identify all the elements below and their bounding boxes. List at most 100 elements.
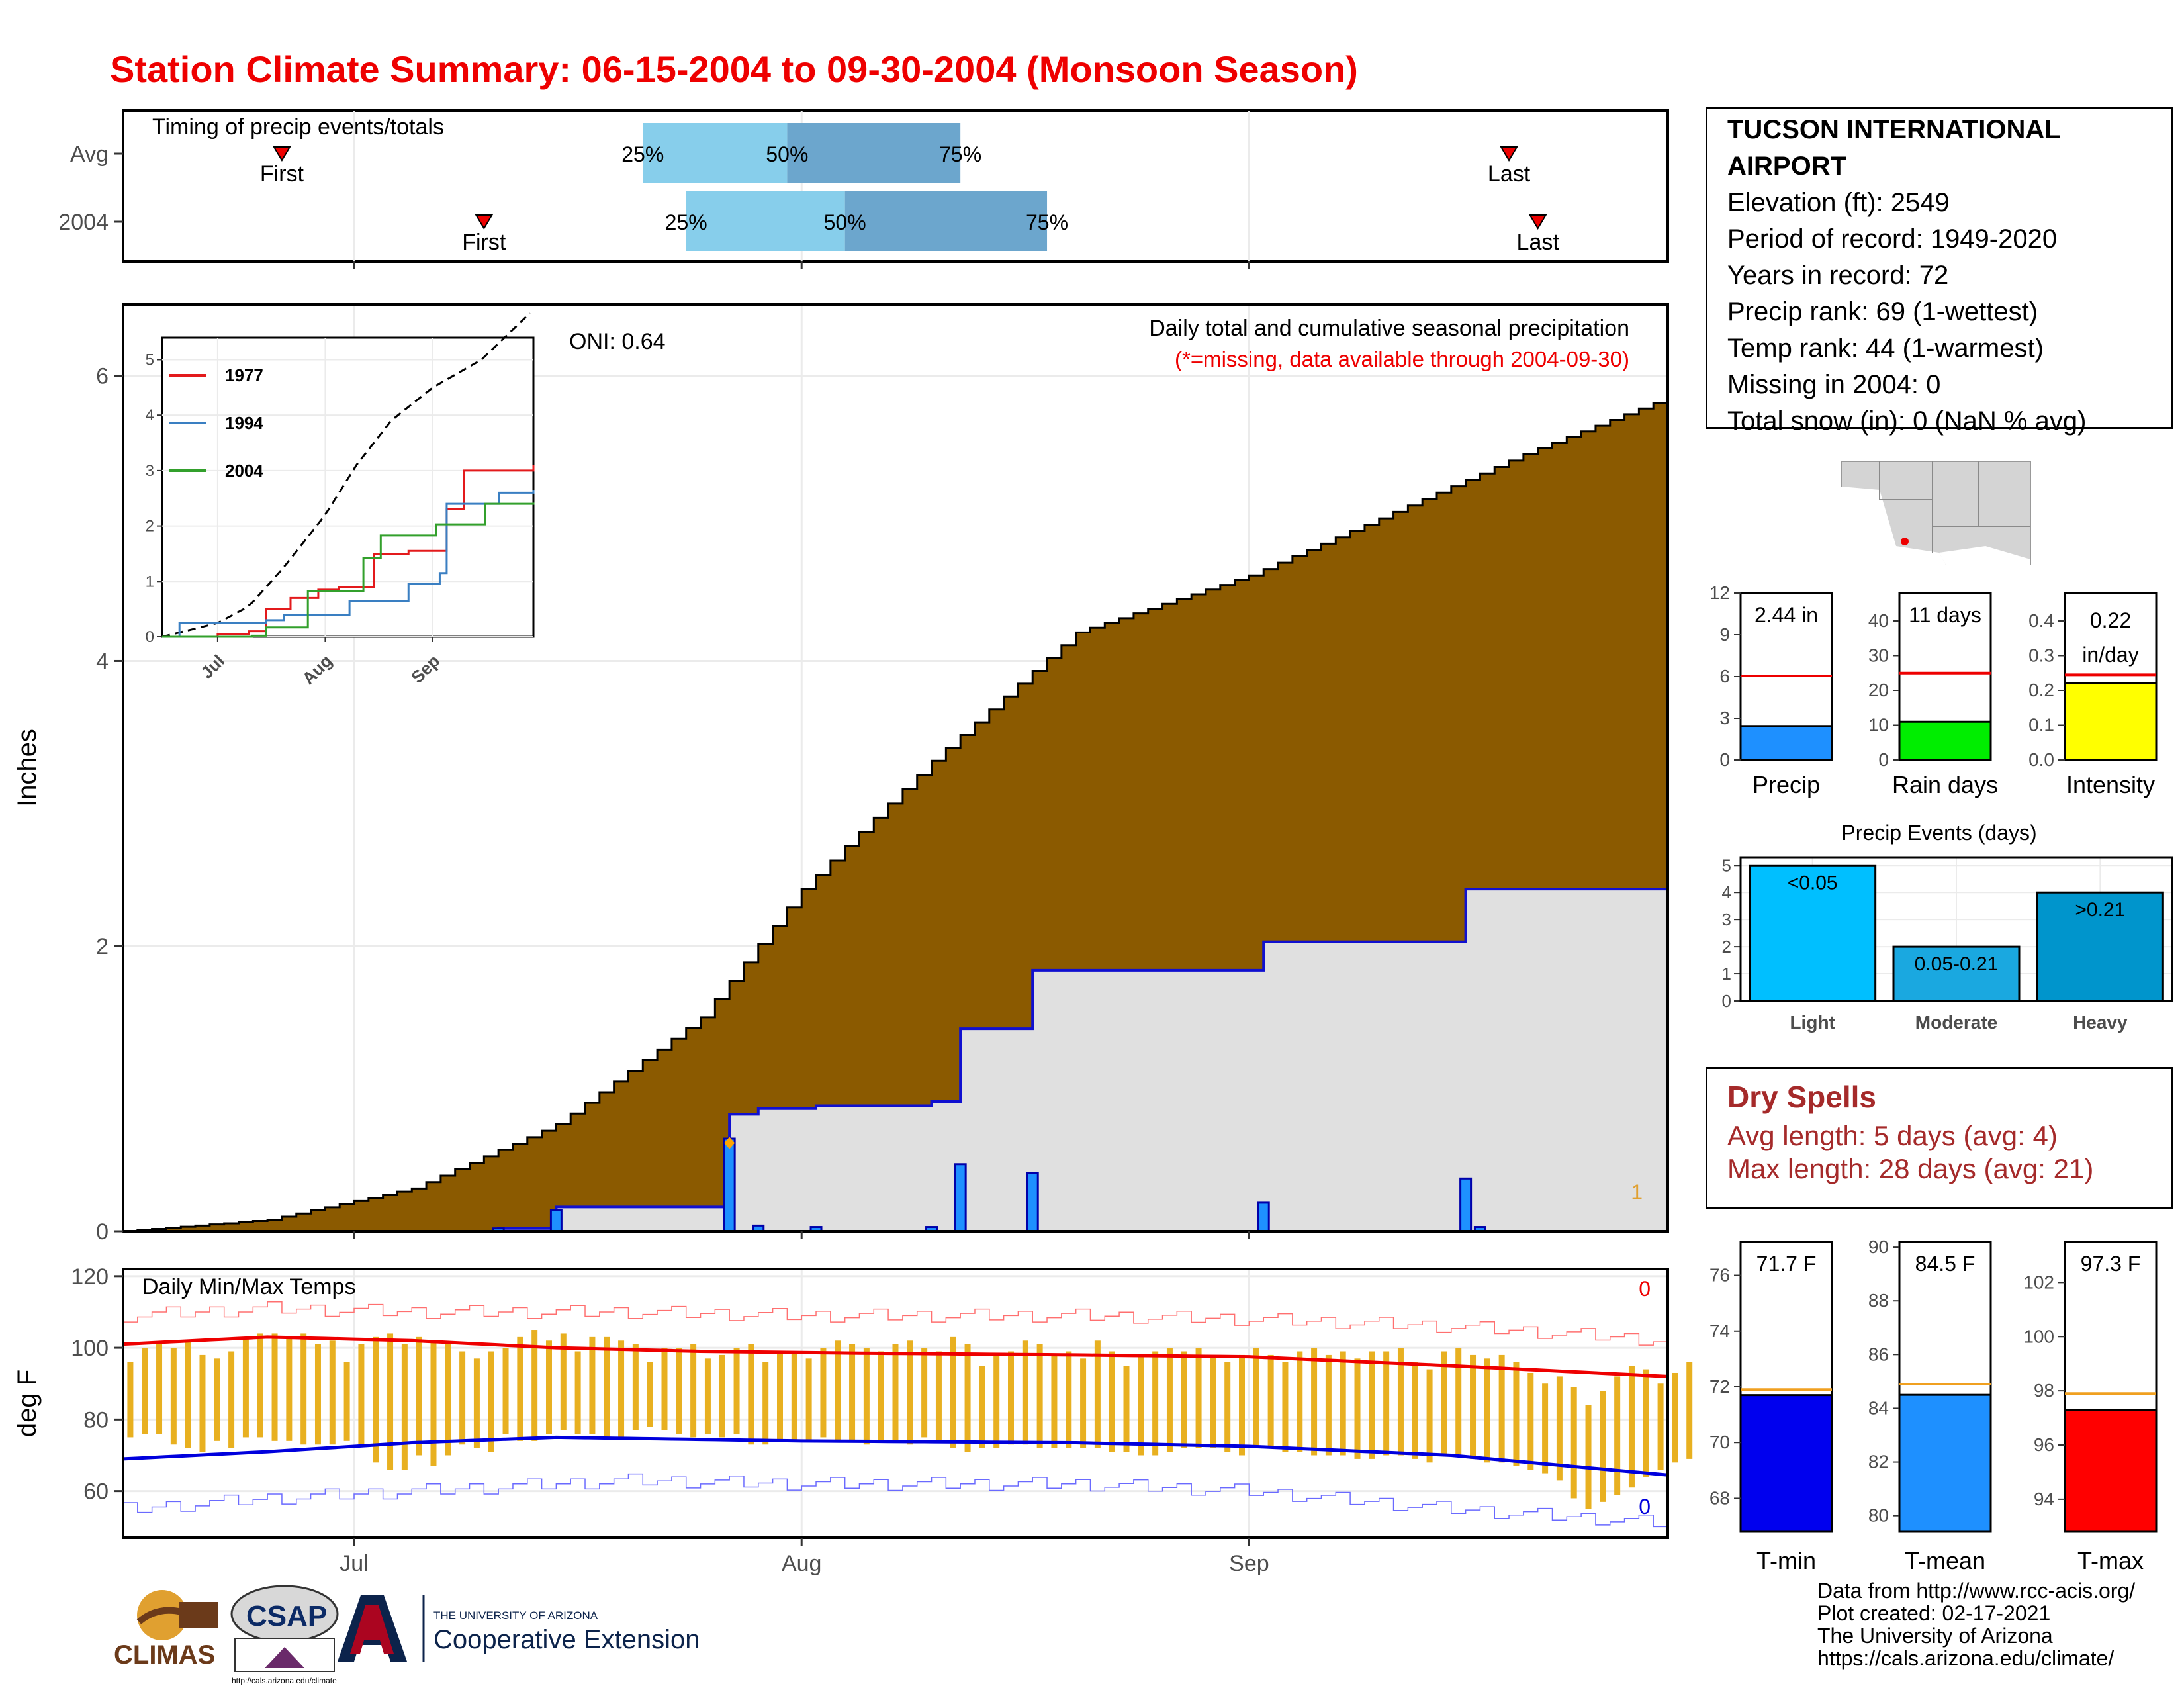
inset-ylabel-3: 3 xyxy=(146,462,154,480)
daily-temp-bar-10 xyxy=(271,1333,278,1441)
mini-intensity-chart: 0.0 0.1 0.2 0.3 0.4 0.22 in/day Intensity xyxy=(2028,592,2158,798)
daily-temp-bar-106 xyxy=(1657,1383,1664,1470)
mini_tmean-ylabel-2: 84 xyxy=(1868,1397,1889,1418)
footer-source: Data from http://www.rcc-acis.org/ xyxy=(1817,1579,2136,1603)
daily-temp-bar-55 xyxy=(921,1348,928,1438)
daily-temp-bar-4 xyxy=(185,1340,191,1448)
temp-ylabel-1: 80 xyxy=(83,1407,109,1432)
map-state-borders xyxy=(1879,461,2030,553)
daily-temp-bar-51 xyxy=(863,1348,870,1445)
csap-url: http://cals.arizona.edu/climate xyxy=(232,1676,337,1685)
daily-temp-bar-63 xyxy=(1036,1344,1043,1448)
ua-logo: THE UNIVERSITY OF ARIZONA Cooperative Ex… xyxy=(338,1595,700,1662)
daily-temp-bar-67 xyxy=(1094,1340,1101,1448)
daily-temp-bar-9 xyxy=(257,1333,263,1438)
daily-precip-bar-8 xyxy=(1257,1201,1270,1233)
mini_tmin-ylabel-0: 68 xyxy=(1709,1487,1730,1508)
daily-temp-bar-47 xyxy=(805,1358,812,1441)
footer-university: The University of Arizona xyxy=(1817,1624,2053,1648)
main-ylabel-0: 0 xyxy=(96,1219,109,1244)
daily-temp-bar-96 xyxy=(1513,1362,1520,1466)
inset-legend-label-1994: 1994 xyxy=(225,413,263,433)
record-low-line xyxy=(123,1473,1668,1528)
mini_raindays-ylabel-1: 10 xyxy=(1868,715,1889,735)
inset-ylabel-1: 1 xyxy=(146,573,154,590)
inset-series-1977 xyxy=(162,465,535,638)
events-ylabel-4: 4 xyxy=(1722,882,1731,902)
temp-xlabel-0: Jul xyxy=(340,1551,368,1576)
temp-xlabel-2: Sep xyxy=(1229,1551,1269,1576)
mini_tmean-xlabel: T-mean xyxy=(1905,1547,1985,1574)
mini_tmean-ylabel-3: 86 xyxy=(1868,1344,1889,1364)
record-high-count: 0 xyxy=(1639,1277,1651,1301)
daily-temp-bar-65 xyxy=(1066,1351,1072,1448)
daily-temp-bar-73 xyxy=(1181,1351,1187,1448)
daily-temp-bar-97 xyxy=(1527,1372,1534,1470)
timing-p75-label-0: 75% xyxy=(939,142,981,166)
mini_intensity-xlabel: Intensity xyxy=(2066,771,2155,798)
daily-temp-bar-15 xyxy=(343,1362,350,1441)
main-chart-subtitle: (*=missing, data available through 2004-… xyxy=(1175,347,1629,371)
mini_tmax-ylabel-4: 102 xyxy=(2023,1272,2054,1292)
daily-temp-bar-77 xyxy=(1239,1354,1246,1456)
mini_tmin-ylabel-1: 70 xyxy=(1709,1432,1730,1452)
mini-tmax-chart: 94 96 98 100 102 97.3 F T-max xyxy=(2023,1241,2158,1574)
timing-p25-label-1: 25% xyxy=(665,211,707,234)
map-mexico-east xyxy=(1939,546,2030,565)
daily-temp-bar-54 xyxy=(907,1340,913,1445)
mini_precip-ylabel-2: 6 xyxy=(1719,666,1730,686)
daily-precip-bar-9 xyxy=(1459,1177,1473,1233)
station-name: TUCSON INTERNATIONAL AIRPORT xyxy=(1727,115,2060,181)
events-ylabel-5: 5 xyxy=(1722,855,1731,875)
ua-line1: THE UNIVERSITY OF ARIZONA xyxy=(433,1609,598,1622)
station-info-box: TUCSON INTERNATIONAL AIRPORT Elevation (… xyxy=(1706,107,2173,436)
mini_precip-ylabel-0: 0 xyxy=(1719,749,1730,770)
daily-temp-bar-46 xyxy=(791,1351,797,1441)
mini_intensity-bar xyxy=(2064,682,2158,761)
cumulative-2004-area xyxy=(123,886,1668,1231)
mini_raindays-value-label: 11 days xyxy=(1909,603,1981,627)
daily-temp-bar-28 xyxy=(531,1330,538,1441)
daily-temp-bar-21 xyxy=(430,1340,437,1466)
mini_raindays-ylabel-3: 30 xyxy=(1868,645,1889,666)
logos: CLIMAS CSAP http://cals.arizona.edu/clim… xyxy=(114,1585,700,1685)
climas-sun-icon xyxy=(137,1590,187,1640)
events-bar-light xyxy=(1749,864,1877,1002)
daily-temp-bar-13 xyxy=(314,1344,321,1445)
station-temp-rank: Temp rank: 44 (1-warmest) xyxy=(1727,334,2044,363)
mini_raindays-xlabel: Rain days xyxy=(1892,771,1998,798)
daily-temp-bar-26 xyxy=(502,1348,509,1434)
daily-precip-bar-6 xyxy=(954,1163,967,1233)
daily-temp-bar-3 xyxy=(170,1348,177,1445)
timing-first-marker-1 xyxy=(475,214,494,230)
daily-temp-bar-49 xyxy=(835,1340,841,1441)
daily-temp-bar-7 xyxy=(228,1351,235,1448)
main-ylabel-3: 6 xyxy=(96,364,109,389)
mini-tmean-chart: 80 82 84 86 88 90 84.5 F T-mean xyxy=(1868,1237,1992,1574)
daily-precip-bar-2 xyxy=(723,1137,736,1233)
mini_tmax-value-label: 97.3 F xyxy=(2081,1252,2141,1276)
daily-temp-bar-98 xyxy=(1542,1383,1549,1474)
mini_raindays-bar xyxy=(1898,720,1992,761)
daily-temp-bar-39 xyxy=(690,1344,697,1438)
daily-temp-bar-100 xyxy=(1570,1387,1577,1499)
record-high-line xyxy=(123,1301,1668,1346)
temp-xlabel-1: Aug xyxy=(782,1551,822,1576)
temp-chart-title: Daily Min/Max Temps xyxy=(142,1274,355,1299)
map-mexico xyxy=(1841,487,1946,565)
events-ylabel-2: 2 xyxy=(1722,937,1731,957)
inset-legend-label-1977: 1977 xyxy=(225,365,263,385)
timing-bar-upper-1 xyxy=(844,191,1048,251)
temp-frame xyxy=(122,1268,1669,1539)
daily-temp-bar-38 xyxy=(676,1348,682,1434)
station-snow: Total snow (in): 0 (NaN % avg) xyxy=(1727,406,2087,436)
daily-temp-bar-87 xyxy=(1383,1351,1390,1456)
timing-p50-label-0: 50% xyxy=(766,142,808,166)
mini-precip-chart: 0 3 6 9 12 2.44 in Precip xyxy=(1709,583,1833,798)
climas-logo: CLIMAS xyxy=(114,1590,218,1669)
daily-temp-bar-68 xyxy=(1109,1351,1115,1452)
daily-temp-bar-104 xyxy=(1628,1366,1635,1488)
mini_intensity-value-label-0: 0.22 xyxy=(2090,608,2131,632)
daily-temp-bar-52 xyxy=(878,1351,884,1441)
mini_tmax-bar xyxy=(2064,1409,2158,1533)
